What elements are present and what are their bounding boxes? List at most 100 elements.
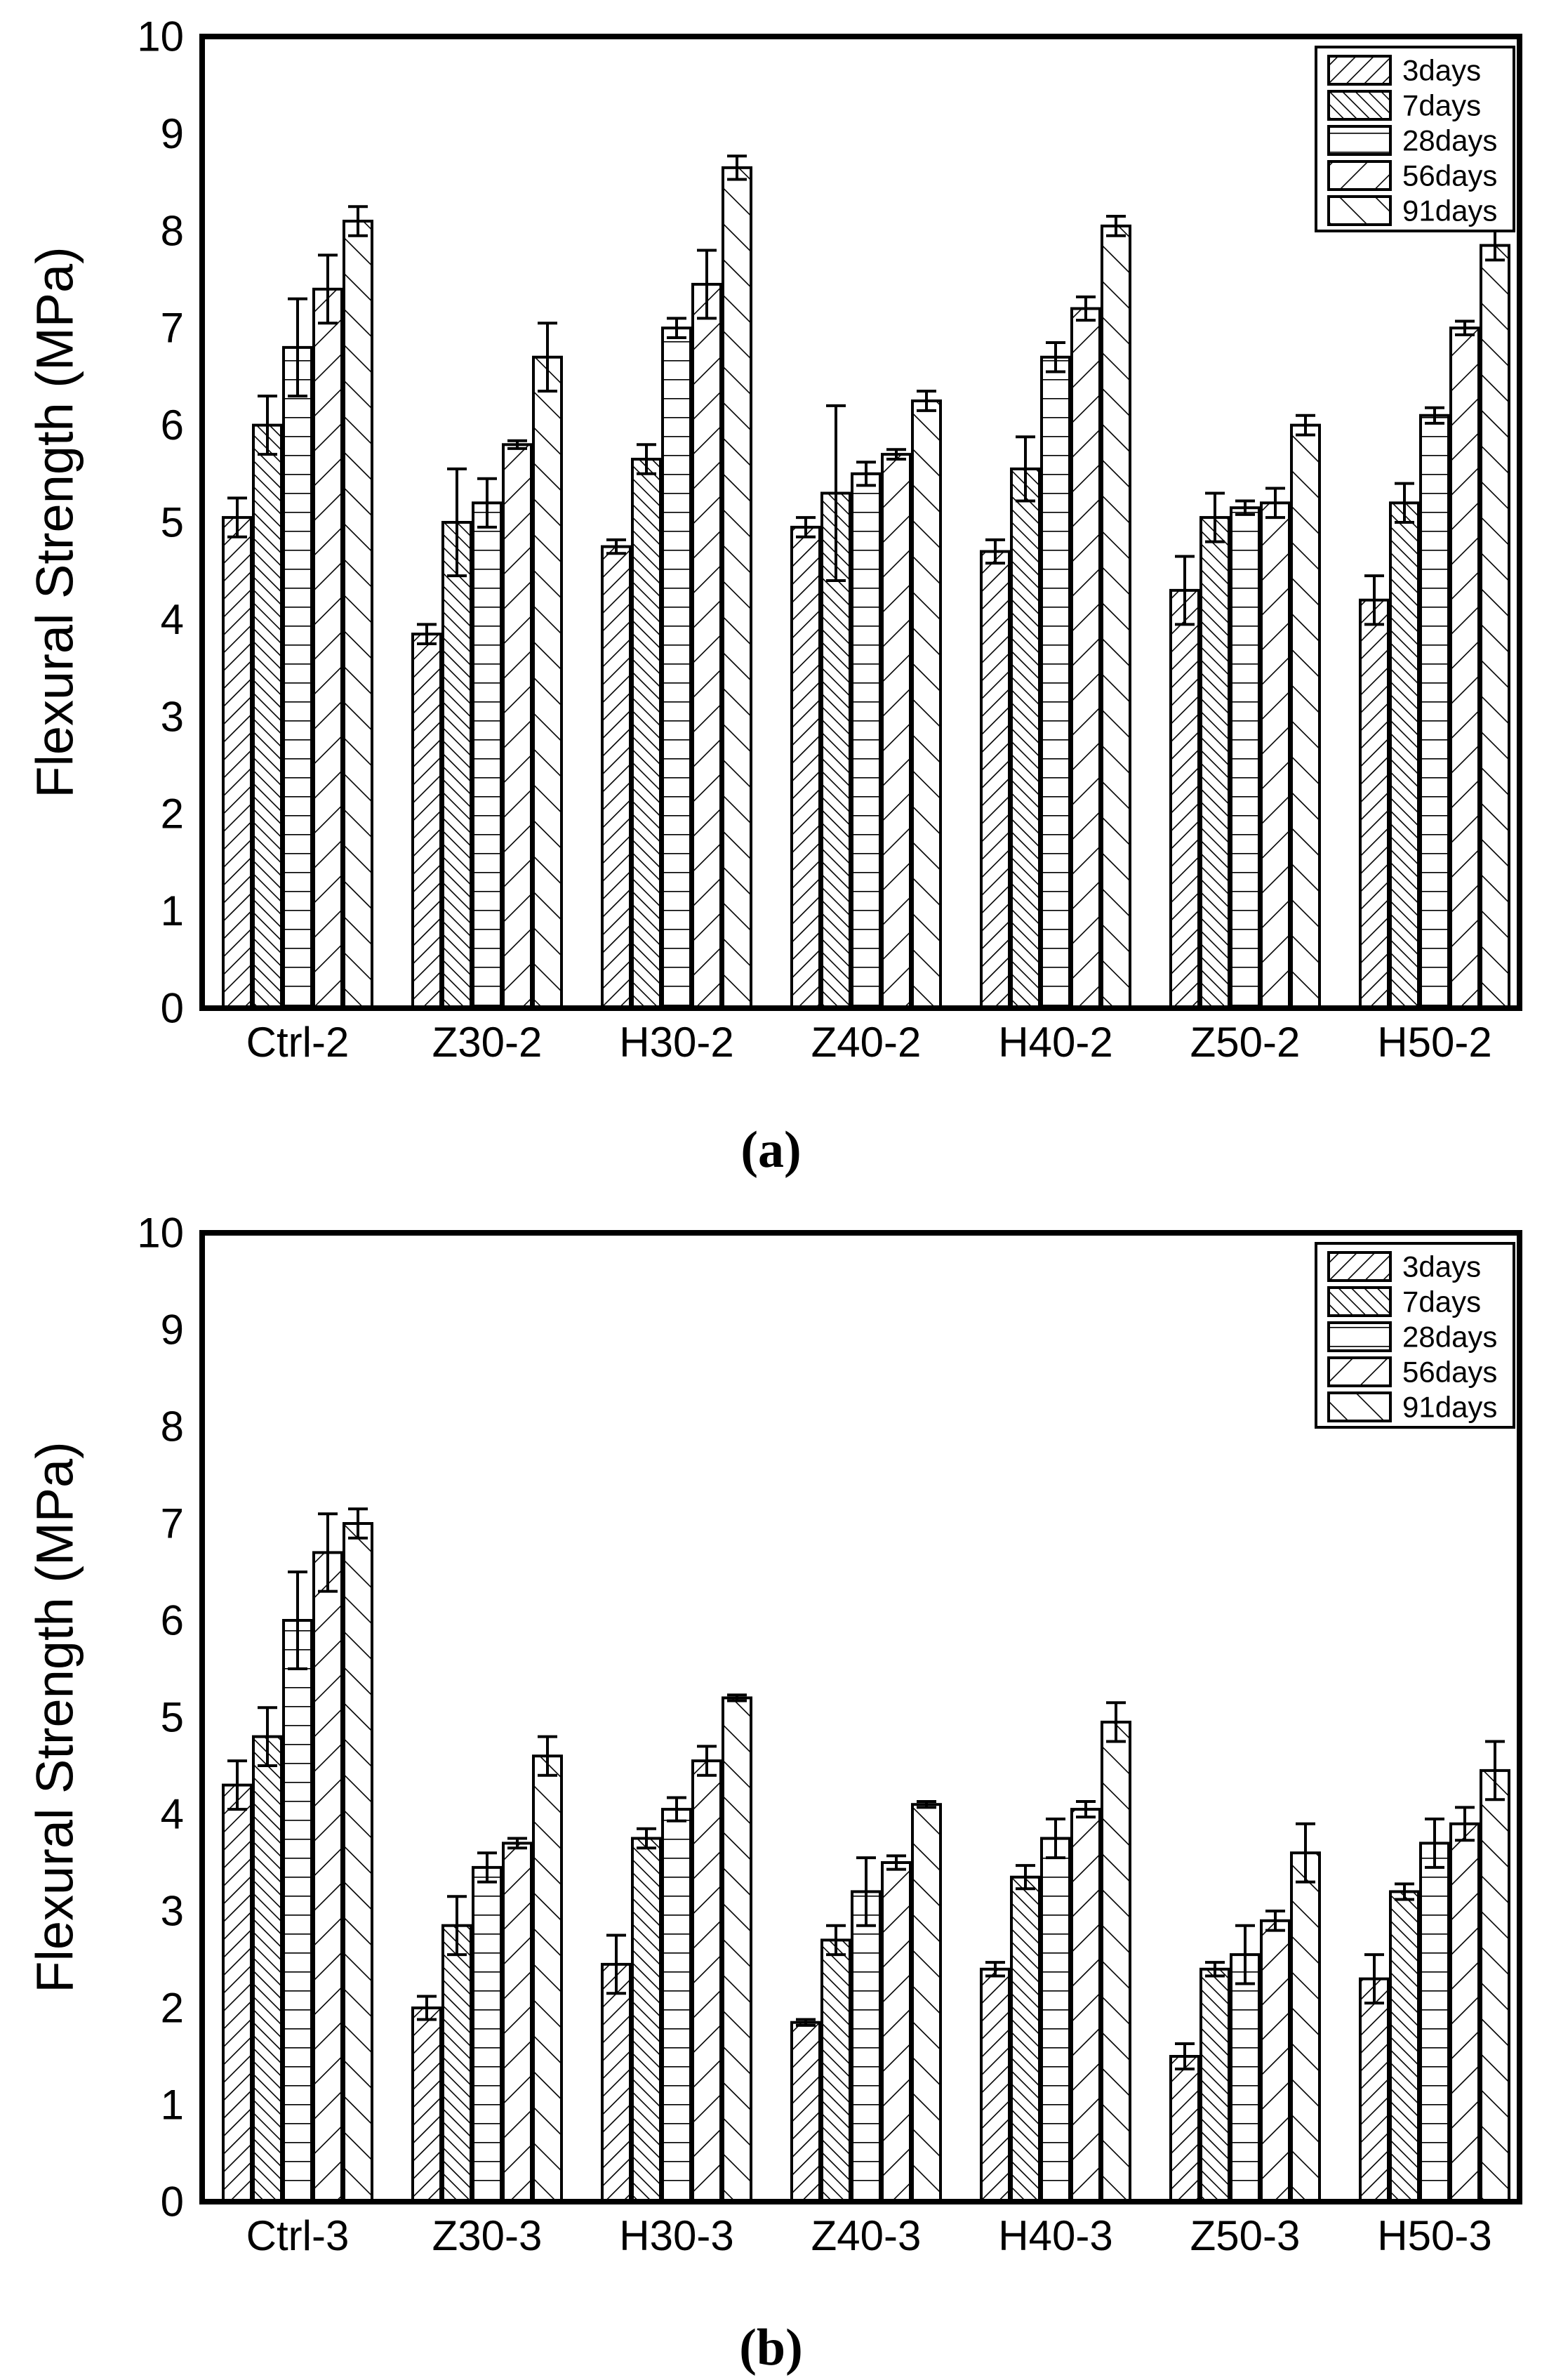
legend-swatch-7days [1327,1286,1392,1317]
error-bar-H40-3-3days [985,1961,1005,1978]
bar-Z40-3-28days [851,1890,882,2203]
bar-Z40-3-91days [911,1803,942,2203]
bar-Z30-3-91days [532,1754,563,2203]
error-bar-H30-3-7days [637,1827,656,1850]
bar-H30-3-56days [691,1759,722,2204]
bar-Z30-2-28days [472,501,503,1010]
error-bar-Z50-2-91days [1296,414,1315,437]
bar-Z40-3-7days [820,1938,851,2203]
bar-Z30-2-3days [411,633,442,1010]
bar-H30-3-28days [661,1808,692,2204]
bar-H30-2-28days [661,326,692,1010]
error-bar-Z30-3-3days [417,1995,437,2021]
bar-H40-3-91days [1101,1720,1131,2203]
bar-H50-2-7days [1389,501,1420,1010]
bar-Z40-3-56days [881,1861,912,2203]
legend-label: 28days [1402,1321,1497,1354]
legend-swatch-56days [1327,160,1392,191]
bar-H40-2-3days [980,550,1011,1010]
bar-Ctrl-3-3days [222,1783,253,2204]
bar-Z30-2-7days [441,521,472,1010]
y-tick-label: 0 [161,985,184,1032]
y-tick-label: 5 [161,1694,184,1741]
x-category-label: H40-2 [998,1019,1112,1066]
legend-label: 7days [1402,89,1481,122]
bar-Ctrl-2-3days [222,516,253,1010]
error-bar-H50-2-28days [1425,406,1444,425]
x-category-label: H30-3 [619,2212,733,2259]
bar-Z50-2-91days [1290,423,1321,1010]
y-tick-label: 4 [161,1791,184,1838]
x-category-label: H50-3 [1377,2212,1491,2259]
bar-Z50-3-28days [1230,1953,1261,2204]
bar-Z30-3-56days [502,1842,533,2203]
bar-Z40-2-91days [911,399,942,1010]
bar-Z30-3-3days [411,2007,442,2203]
error-bar-Z40-2-7days [826,404,846,583]
bar-H50-2-91days [1480,244,1510,1010]
error-bar-H40-2-28days [1046,341,1065,373]
error-bar-Z30-2-56days [507,439,527,450]
y-tick-label: 6 [161,1597,184,1644]
legend-label: 91days [1402,194,1497,227]
error-bar-H40-3-91days [1106,1701,1126,1743]
bar-Z50-2-3days [1169,588,1200,1010]
y-tick-label: 4 [161,596,184,643]
bar-Z50-2-28days [1230,506,1261,1010]
y-tick-label: 3 [161,693,184,740]
error-bar-Z50-3-7days [1205,1961,1225,1978]
y-tick-label: 8 [161,1403,184,1450]
error-bar-Ctrl-2-28days [288,297,307,398]
error-bar-Ctrl-3-56days [318,1512,338,1593]
bar-H40-3-28days [1040,1837,1071,2203]
error-bar-Z40-3-3days [796,2018,816,2027]
bar-H40-2-56days [1070,307,1101,1010]
bar-H30-3-7days [631,1837,662,2203]
error-bar-H30-2-3days [606,538,626,555]
legend-label: 28days [1402,124,1497,157]
y-tick-label: 10 [137,13,184,60]
bar-H30-2-56days [691,282,722,1010]
panel-b: 0 1 2 3 4 5 6 7 8 9 10 Ctrl-3 Z30-3 H30-3 Z40-3 H40-3 Z5… [26,1210,1522,2259]
error-bar-H50-2-3days [1364,574,1384,626]
y-axis-title: Flexural Strength (MPa) [26,246,84,798]
bar-H30-3-3days [601,1962,632,2203]
error-bar-Ctrl-2-7days [258,395,277,456]
error-bar-Z30-2-3days [417,623,437,645]
error-bar-Z30-2-7days [447,467,467,578]
x-category-label: Z40-3 [811,2212,922,2259]
error-bar-H30-2-28days [667,317,686,340]
bar-H50-2-56days [1449,326,1480,1010]
bar-Z50-2-7days [1199,516,1230,1010]
y-tick-label: 0 [161,2179,184,2226]
x-category-label: Z40-2 [811,1019,922,1066]
legend-swatch-91days [1327,1391,1392,1422]
bar-H50-2-3days [1359,598,1390,1010]
bar-H30-2-91days [722,166,752,1010]
bar-Ctrl-3-28days [282,1619,313,2203]
x-category-label: Z30-3 [432,2212,543,2259]
x-category-label: H40-3 [998,2212,1112,2259]
y-tick-label: 1 [161,2082,184,2129]
error-bar-H30-3-28days [667,1796,686,1823]
bar-Z50-3-3days [1169,2055,1200,2203]
bar-H50-2-28days [1419,414,1450,1010]
y-tick-label: 7 [161,1500,184,1547]
y-tick-label: 6 [161,402,184,449]
error-bar-H30-2-56days [697,249,717,320]
legend-label: 56days [1402,1356,1497,1389]
plot-box [199,1230,1522,2204]
legend-swatch-3days [1327,1251,1392,1282]
error-bar-Z40-2-91days [917,390,936,412]
bar-H30-2-7days [631,458,662,1010]
legend-label: 3days [1402,54,1481,87]
bar-Z30-3-28days [472,1865,503,2203]
error-bar-Ctrl-3-91days [348,1507,368,1540]
bar-Z30-2-56days [502,443,533,1010]
bar-H40-3-7days [1010,1875,1041,2203]
error-bar-H50-2-56days [1455,319,1475,336]
y-tick-label: 3 [161,1888,184,1935]
